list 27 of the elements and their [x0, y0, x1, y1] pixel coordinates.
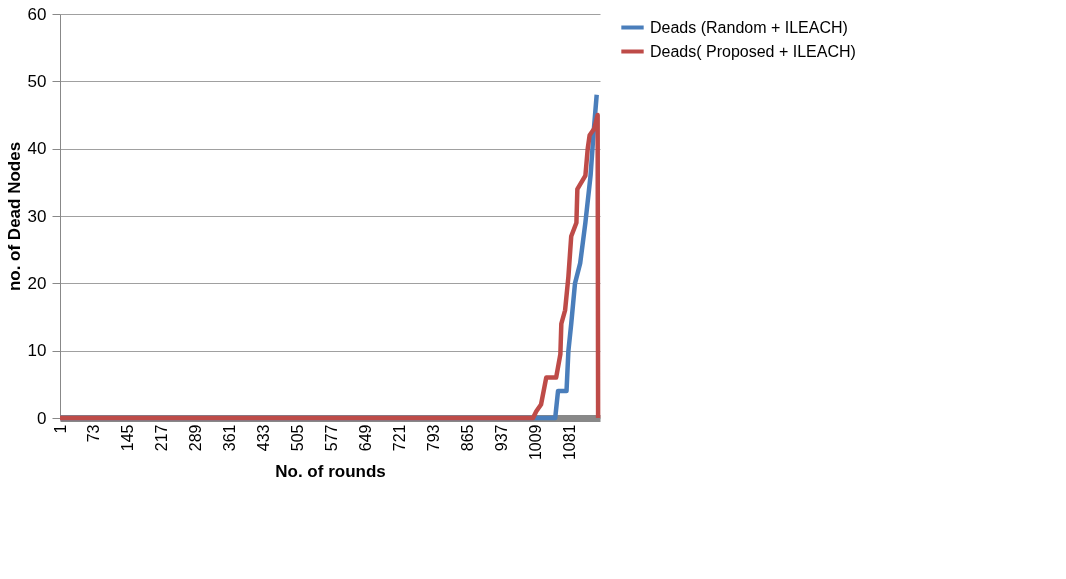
- y-tick-label: 60: [27, 4, 47, 24]
- x-tick-label: 1: [51, 424, 69, 434]
- x-tick-label: 793: [425, 424, 443, 452]
- x-axis-title: No. of rounds: [275, 462, 386, 482]
- x-tick-label: 577: [323, 424, 341, 452]
- legend-label: Deads( Proposed + ILEACH): [650, 42, 856, 60]
- x-tick-label: 649: [357, 424, 375, 452]
- x-tick-label: 217: [153, 424, 171, 452]
- y-axis-title: no. of Dead Nodes: [4, 141, 24, 292]
- x-tick-label: 289: [187, 424, 205, 452]
- y-tick-label: 10: [27, 341, 47, 361]
- y-tick-label: 0: [37, 408, 47, 428]
- x-tick-label: 73: [85, 424, 103, 443]
- x-tick-label: 433: [255, 424, 273, 452]
- legend-label: Deads (Random + ILEACH): [650, 18, 848, 36]
- x-tick-label: 505: [289, 424, 307, 452]
- x-tick-label: 937: [492, 424, 510, 452]
- y-tick-label: 50: [27, 71, 47, 91]
- x-tick-label: 145: [119, 424, 137, 452]
- x-tick-label: 361: [221, 424, 239, 452]
- x-tick-label: 865: [458, 424, 476, 452]
- y-tick-label: 30: [27, 206, 47, 226]
- y-tick-label: 40: [27, 139, 47, 159]
- x-tick-label: 1081: [560, 424, 578, 461]
- y-tick-label: 20: [27, 273, 47, 293]
- x-tick-label: 1009: [526, 424, 544, 461]
- x-tick-label: 721: [391, 424, 409, 452]
